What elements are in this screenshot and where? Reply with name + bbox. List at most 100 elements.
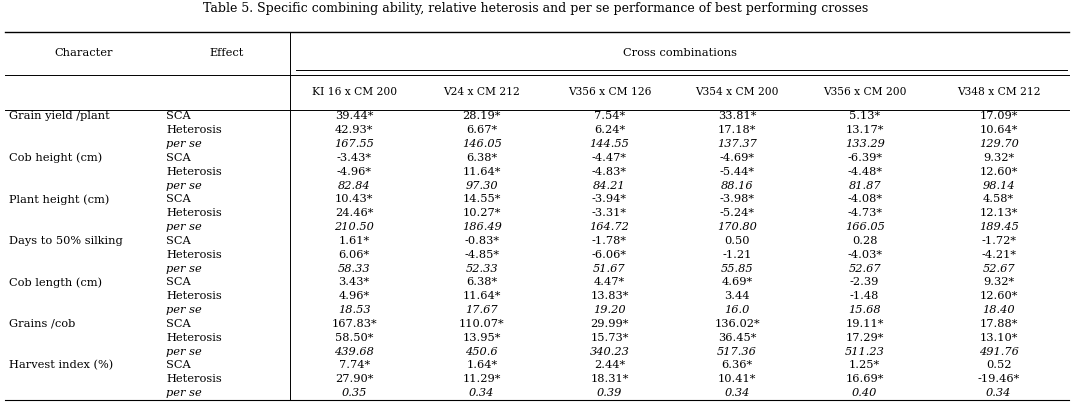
Text: -1.48: -1.48 xyxy=(850,291,879,301)
Text: 10.27*: 10.27* xyxy=(463,208,501,218)
Text: -4.21*: -4.21* xyxy=(981,250,1016,260)
Text: Harvest index (%): Harvest index (%) xyxy=(9,360,112,370)
Text: V354 x CM 200: V354 x CM 200 xyxy=(695,87,779,97)
Text: 97.30: 97.30 xyxy=(466,181,498,191)
Text: Grains /cob: Grains /cob xyxy=(9,319,75,329)
Text: 9.32*: 9.32* xyxy=(983,153,1014,163)
Text: Character: Character xyxy=(55,48,114,59)
Text: -1.21: -1.21 xyxy=(722,250,752,260)
Text: 15.68: 15.68 xyxy=(848,305,881,315)
Text: 13.95*: 13.95* xyxy=(463,333,501,343)
Text: 340.23: 340.23 xyxy=(589,347,630,357)
Text: 42.93*: 42.93* xyxy=(335,125,374,135)
Text: per se: per se xyxy=(166,181,201,191)
Text: 36.45*: 36.45* xyxy=(718,333,756,343)
Text: 52.67: 52.67 xyxy=(982,263,1015,274)
Text: -3.31*: -3.31* xyxy=(592,208,627,218)
Text: 10.64*: 10.64* xyxy=(980,125,1017,135)
Text: -4.03*: -4.03* xyxy=(847,250,883,260)
Text: -4.85*: -4.85* xyxy=(465,250,499,260)
Text: 137.37: 137.37 xyxy=(718,139,757,149)
Text: V24 x CM 212: V24 x CM 212 xyxy=(443,87,521,97)
Text: 133.29: 133.29 xyxy=(845,139,885,149)
Text: 14.55*: 14.55* xyxy=(463,194,501,204)
Text: 39.44*: 39.44* xyxy=(335,112,374,122)
Text: Heterosis: Heterosis xyxy=(166,208,222,218)
Text: -0.83*: -0.83* xyxy=(465,236,499,246)
Text: SCA: SCA xyxy=(166,278,191,287)
Text: 81.87: 81.87 xyxy=(848,181,881,191)
Text: Table 5. Specific combining ability, relative heterosis and per se performance o: Table 5. Specific combining ability, rel… xyxy=(202,2,869,15)
Text: 15.73*: 15.73* xyxy=(590,333,629,343)
Text: 17.09*: 17.09* xyxy=(980,112,1017,122)
Text: 6.36*: 6.36* xyxy=(722,360,753,370)
Text: -4.08*: -4.08* xyxy=(847,194,883,204)
Text: 144.55: 144.55 xyxy=(589,139,630,149)
Text: 1.61*: 1.61* xyxy=(338,236,369,246)
Text: SCA: SCA xyxy=(166,236,191,246)
Text: Heterosis: Heterosis xyxy=(166,333,222,343)
Text: V356 x CM 126: V356 x CM 126 xyxy=(568,87,651,97)
Text: Heterosis: Heterosis xyxy=(166,167,222,177)
Text: 13.83*: 13.83* xyxy=(590,291,629,301)
Text: Plant height (cm): Plant height (cm) xyxy=(9,194,109,205)
Text: 9.32*: 9.32* xyxy=(983,278,1014,287)
Text: 3.44: 3.44 xyxy=(724,291,750,301)
Text: 19.11*: 19.11* xyxy=(845,319,884,329)
Text: -3.43*: -3.43* xyxy=(336,153,372,163)
Text: 10.41*: 10.41* xyxy=(718,374,756,384)
Text: 52.33: 52.33 xyxy=(466,263,498,274)
Text: 491.76: 491.76 xyxy=(979,347,1019,357)
Text: -1.78*: -1.78* xyxy=(592,236,627,246)
Text: 167.55: 167.55 xyxy=(334,139,374,149)
Text: Heterosis: Heterosis xyxy=(166,125,222,135)
Text: 51.67: 51.67 xyxy=(593,263,625,274)
Text: 12.60*: 12.60* xyxy=(980,167,1017,177)
Text: -5.24*: -5.24* xyxy=(720,208,755,218)
Text: 18.31*: 18.31* xyxy=(590,374,629,384)
Text: 17.67: 17.67 xyxy=(466,305,498,315)
Text: SCA: SCA xyxy=(166,319,191,329)
Text: 52.67: 52.67 xyxy=(848,263,881,274)
Text: 110.07*: 110.07* xyxy=(459,319,504,329)
Text: 450.6: 450.6 xyxy=(466,347,498,357)
Text: 13.10*: 13.10* xyxy=(980,333,1017,343)
Text: 17.18*: 17.18* xyxy=(718,125,756,135)
Text: 164.72: 164.72 xyxy=(589,222,630,232)
Text: 18.53: 18.53 xyxy=(337,305,371,315)
Text: 2.44*: 2.44* xyxy=(593,360,625,370)
Text: 189.45: 189.45 xyxy=(979,222,1019,232)
Text: 6.38*: 6.38* xyxy=(466,278,497,287)
Text: SCA: SCA xyxy=(166,153,191,163)
Text: 84.21: 84.21 xyxy=(593,181,625,191)
Text: 167.83*: 167.83* xyxy=(331,319,377,329)
Text: -4.69*: -4.69* xyxy=(720,153,755,163)
Text: -19.46*: -19.46* xyxy=(978,374,1020,384)
Text: 146.05: 146.05 xyxy=(462,139,501,149)
Text: per se: per se xyxy=(166,263,201,274)
Text: -4.96*: -4.96* xyxy=(336,167,372,177)
Text: per se: per se xyxy=(166,222,201,232)
Text: 166.05: 166.05 xyxy=(845,222,885,232)
Text: 4.58*: 4.58* xyxy=(983,194,1014,204)
Text: 129.70: 129.70 xyxy=(979,139,1019,149)
Text: 1.25*: 1.25* xyxy=(849,360,880,370)
Text: 17.29*: 17.29* xyxy=(845,333,884,343)
Text: SCA: SCA xyxy=(166,360,191,370)
Text: 19.20: 19.20 xyxy=(593,305,625,315)
Text: 11.64*: 11.64* xyxy=(463,291,501,301)
Text: 12.13*: 12.13* xyxy=(980,208,1017,218)
Text: 17.88*: 17.88* xyxy=(980,319,1017,329)
Text: per se: per se xyxy=(166,347,201,357)
Text: 4.47*: 4.47* xyxy=(593,278,625,287)
Text: 33.81*: 33.81* xyxy=(718,112,756,122)
Text: V348 x CM 212: V348 x CM 212 xyxy=(956,87,1040,97)
Text: KI 16 x CM 200: KI 16 x CM 200 xyxy=(312,87,396,97)
Text: SCA: SCA xyxy=(166,194,191,204)
Text: 0.35: 0.35 xyxy=(342,388,367,398)
Text: 511.23: 511.23 xyxy=(845,347,885,357)
Text: 58.50*: 58.50* xyxy=(335,333,374,343)
Text: 13.17*: 13.17* xyxy=(845,125,884,135)
Text: SCA: SCA xyxy=(166,112,191,122)
Text: 5.13*: 5.13* xyxy=(849,112,880,122)
